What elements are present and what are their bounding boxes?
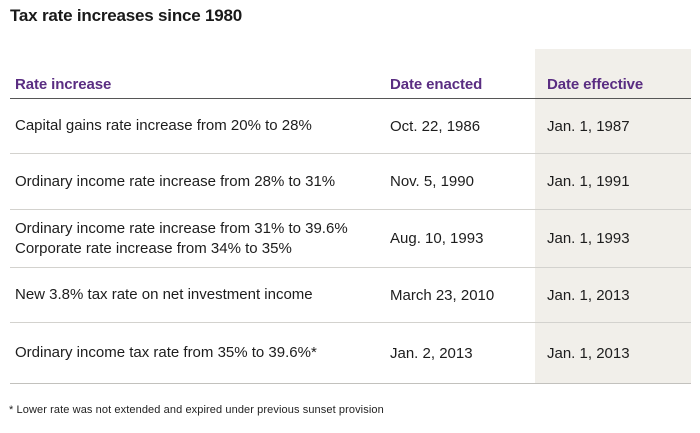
date-effective-cell: Jan. 1, 1993 [547, 230, 630, 247]
date-enacted-cell: Jan. 2, 2013 [390, 344, 473, 362]
table-row: Ordinary income rate increase from 31% t… [10, 210, 691, 268]
column-header-date-enacted: Date enacted [390, 76, 483, 93]
rate-increase-cell: Ordinary income tax rate from 35% to 39.… [10, 343, 390, 363]
page-title: Tax rate increases since 1980 [10, 6, 243, 25]
rate-increase-cell: New 3.8% tax rate on net investment inco… [10, 285, 390, 305]
tax-rate-table: Rate increase Date enacted Date effectiv… [10, 70, 691, 384]
column-header-rate-increase: Rate increase [15, 76, 112, 93]
date-effective-cell: Jan. 1, 1991 [547, 173, 630, 190]
table-row: Ordinary income rate increase from 28% t… [10, 154, 691, 210]
date-enacted-cell: Oct. 22, 1986 [390, 117, 481, 135]
date-effective-cell: Jan. 1, 2013 [547, 344, 630, 362]
date-effective-column-highlight [535, 49, 691, 384]
table-row: New 3.8% tax rate on net investment inco… [10, 268, 691, 323]
table-row: Ordinary income tax rate from 35% to 39.… [10, 323, 691, 384]
rate-increase-cell: Capital gains rate increase from 20% to … [10, 116, 390, 136]
footnote: * Lower rate was not extended and expire… [9, 404, 384, 416]
date-effective-cell: Jan. 1, 1987 [547, 117, 630, 135]
rate-line: Capital gains rate increase from 20% to … [15, 117, 312, 134]
table-header-row: Rate increase Date enacted Date effectiv… [10, 70, 691, 99]
rate-line: Ordinary income rate increase from 28% t… [15, 172, 336, 190]
date-enacted-cell: Nov. 5, 1990 [390, 173, 474, 190]
date-enacted-cell: Aug. 10, 1993 [390, 230, 484, 247]
column-header-date-effective: Date effective [547, 76, 644, 93]
rate-line: New 3.8% tax rate on net investment inco… [15, 286, 313, 303]
rate-increase-cell: Ordinary income rate increase from 31% t… [10, 219, 390, 259]
rate-line: Ordinary income rate increase from 31% t… [15, 219, 348, 237]
date-enacted-cell: March 23, 2010 [390, 286, 495, 304]
rate-line: Corporate rate increase from 34% to 35% [15, 239, 292, 257]
rate-line: Ordinary income tax rate from 35% to 39.… [15, 344, 317, 361]
rate-increase-cell: Ordinary income rate increase from 28% t… [10, 172, 390, 192]
table-row: Capital gains rate increase from 20% to … [10, 99, 691, 154]
date-effective-cell: Jan. 1, 2013 [547, 286, 630, 304]
